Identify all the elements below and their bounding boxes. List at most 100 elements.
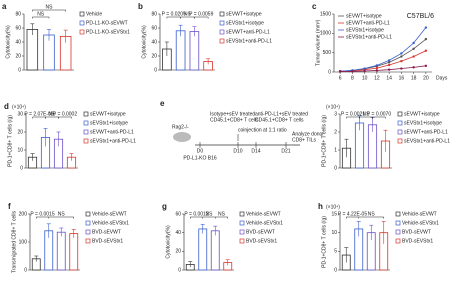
- legend-entry: PD-L1-KO-sEVStx1: [86, 29, 130, 35]
- y-tick-label: 0: [20, 165, 23, 171]
- multiplier: (×10⁴): [326, 204, 340, 210]
- y-axis-label: Cytotoxicity(%): [141, 25, 147, 59]
- y-tick-label: 60: [15, 25, 21, 31]
- legend-swatch: [83, 111, 89, 117]
- significance-label: P = 4.22E-05: [338, 211, 367, 217]
- legend-swatch: [219, 38, 225, 44]
- bar: [198, 228, 208, 271]
- legend-entry: Vehicle-sEVStx1: [92, 220, 129, 226]
- y-tick-label: 60: [151, 25, 157, 31]
- mouse-label: Rag2-/-: [172, 124, 189, 130]
- x-tick-label: 8: [351, 75, 354, 81]
- legend-entry: sEVStx1+isotype: [226, 20, 264, 26]
- legend-entry: sEVStx1+anti-PD-L1: [90, 138, 136, 144]
- significance-bracket: [194, 16, 209, 19]
- legend-swatch: [219, 29, 225, 35]
- significance-label: P = 0.0012: [184, 211, 208, 217]
- significance-label: P = 0.0002: [53, 111, 77, 117]
- panel-label: b: [138, 2, 143, 11]
- bar: [189, 31, 200, 71]
- panel-label: g: [162, 202, 167, 211]
- legend-entry: sEVStx1+anti-PD-L1: [404, 138, 450, 144]
- significance-bracket: [48, 216, 74, 219]
- day-label: D10: [233, 148, 242, 154]
- y-tick-label: 3: [334, 111, 337, 117]
- legend-swatch: [239, 220, 245, 226]
- legend-swatch: [239, 238, 245, 244]
- legend-entry: sEVWT+anti-PD-L1: [346, 20, 390, 26]
- y-tick-label: 0: [334, 267, 337, 273]
- significance-bracket: [358, 216, 384, 219]
- x-tick-label: 16: [399, 75, 405, 81]
- legend-swatch: [397, 138, 403, 144]
- significance-label: NS: [368, 211, 376, 217]
- y-tick-label: 2: [334, 129, 337, 135]
- bar: [175, 30, 186, 71]
- significance-label: NS: [363, 111, 371, 117]
- y-tick-label: 0: [178, 267, 181, 273]
- significance-label: P = 2.07E-05: [24, 111, 53, 117]
- panel-label: f: [8, 202, 11, 211]
- legend-entry: sEVWT+isotype: [90, 111, 126, 117]
- y-tick-label: 10: [331, 230, 337, 236]
- panel-label: h: [318, 202, 323, 211]
- x-tick-label: 12: [374, 75, 380, 81]
- significance-label: P = 0.0021: [341, 111, 365, 117]
- y-tick-label: 20: [15, 53, 21, 59]
- legend-entry: PD-L1-KO-sEVWT: [86, 20, 128, 26]
- day-label: D21: [281, 148, 290, 154]
- readout: CD8+ TILs: [292, 137, 316, 143]
- x-tick-label: 14: [386, 75, 392, 81]
- legend-entry: sEVWT+isotype: [346, 13, 382, 19]
- y-tick-label: 40: [175, 230, 181, 236]
- note: coinjection at 1:1 ratio: [238, 127, 287, 133]
- y-tick-label: 1500: [320, 11, 331, 17]
- y-tick-label: 200: [19, 211, 28, 217]
- legend-entry: sEVStx1+isotype: [346, 27, 384, 33]
- legend-entry: sEVStx1+anti-PD-L1: [226, 38, 272, 44]
- significance-bracket: [32, 9, 66, 12]
- legend-swatch: [85, 211, 91, 217]
- legend-entry: sEVWT+isotype: [404, 111, 440, 117]
- y-tick-label: 10: [17, 147, 23, 153]
- chart-title: C57BL/6: [407, 13, 434, 20]
- legend-swatch: [85, 238, 91, 244]
- significance-label: NS: [37, 11, 45, 17]
- y-tick-label: 20: [175, 249, 181, 255]
- y-tick-label: 30: [17, 111, 23, 117]
- readout: Analyze donor: [292, 131, 324, 137]
- y-tick-label: 5: [334, 249, 337, 255]
- legend-entry: BVD-sEVWT: [402, 229, 431, 235]
- legend-entry: BVD-sEVStx1: [92, 238, 123, 244]
- legend-swatch: [219, 20, 225, 26]
- point: [400, 55, 403, 58]
- point: [424, 26, 428, 29]
- y-tick-label: 40: [151, 39, 157, 45]
- legend-entry: BVD-sEVWT: [246, 229, 275, 235]
- legend-swatch: [395, 211, 401, 217]
- point: [412, 55, 415, 58]
- legend-entry: sEVWT+anti-PD-L1: [226, 29, 270, 35]
- y-axis-label: PD-1+CD8+ T cells (/g): [321, 115, 327, 167]
- x-tick-label: 6: [339, 75, 342, 81]
- panel-label: a: [2, 2, 7, 11]
- panel-label: d: [4, 102, 9, 111]
- point: [412, 47, 415, 50]
- y-tick-label: 0: [154, 67, 157, 73]
- tumor-label: PD-L1-KO B16: [183, 155, 217, 161]
- x-tick-label: 18: [411, 75, 417, 81]
- point: [387, 68, 391, 71]
- multiplier: (×10⁴): [12, 104, 26, 110]
- point: [400, 52, 403, 55]
- y-axis-label: Cytotoxicity(%): [5, 25, 11, 59]
- significance-label: P = 0.0205: [162, 11, 186, 17]
- treatment-1: CD45.1+CD8+ T cells: [210, 117, 259, 123]
- point: [338, 70, 342, 73]
- significance-label: NS: [46, 4, 54, 10]
- x-axis-label: Days: [436, 75, 448, 81]
- legend-entry: sEVWT+anti-PD-L1: [404, 129, 448, 135]
- y-tick-label: 0: [18, 67, 21, 73]
- series-line: [340, 27, 427, 72]
- panel-label: e: [160, 99, 165, 108]
